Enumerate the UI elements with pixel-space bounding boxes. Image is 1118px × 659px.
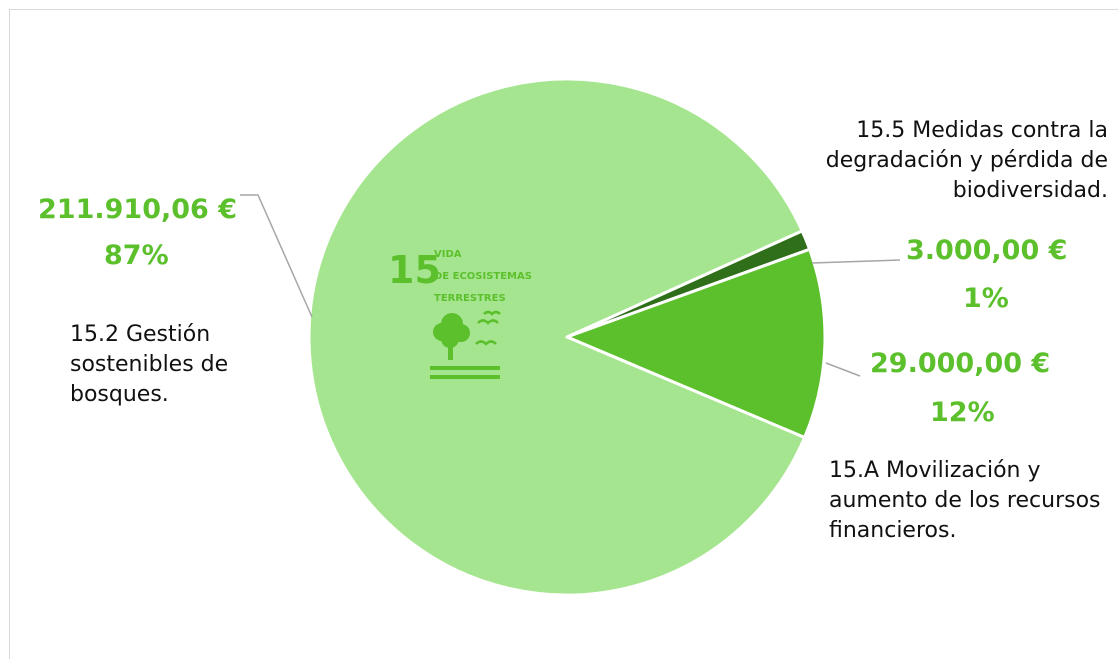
pie-slices xyxy=(307,77,827,597)
slice-category-15-2: 15.2 Gestión sostenibles de bosques. xyxy=(70,322,229,407)
emblem-line1: VIDA xyxy=(434,249,462,260)
slice-percent-15-5: 1% xyxy=(963,283,1009,314)
emblem-line2: DE ECOSISTEMAS xyxy=(434,271,532,282)
leader-lines xyxy=(240,194,901,377)
pie-slice-15-2 xyxy=(307,77,807,597)
slice-value-15-a: 29.000,00 € xyxy=(870,348,1051,379)
tree-birds-icon xyxy=(430,310,501,379)
slice-value-15-2: 211.910,06 € xyxy=(38,194,237,225)
leader-line-15-a xyxy=(825,362,861,377)
slice-category-15-5: 15.5 Medidas contra la degradación y pér… xyxy=(825,118,1108,203)
slice-percent-15-a: 12% xyxy=(930,397,995,428)
emblem-number: 15 xyxy=(388,248,441,292)
slice-percent-15-2: 87% xyxy=(104,240,169,271)
chart-frame xyxy=(9,9,1118,659)
leader-line-15-5 xyxy=(811,259,901,264)
leader-line-15-2 xyxy=(240,194,313,318)
emblem-line3: TERRESTRES xyxy=(434,293,506,304)
slice-category-15-a: 15.A Movilización y aumento de los recur… xyxy=(829,458,1101,543)
sdg-15-emblem: 15 VIDA DE ECOSISTEMAS TERRESTRES xyxy=(388,248,532,379)
slice-value-15-5: 3.000,00 € xyxy=(906,235,1068,266)
